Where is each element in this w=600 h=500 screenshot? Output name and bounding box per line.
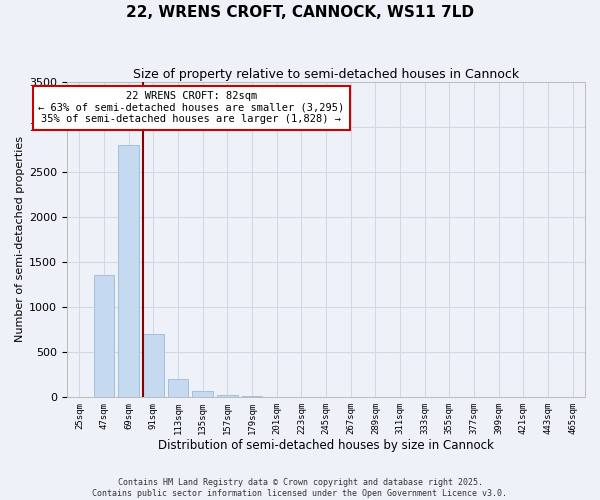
Bar — [94, 276, 115, 397]
Text: Contains HM Land Registry data © Crown copyright and database right 2025.
Contai: Contains HM Land Registry data © Crown c… — [92, 478, 508, 498]
Bar — [192, 392, 213, 397]
Text: 22 WRENS CROFT: 82sqm
← 63% of semi-detached houses are smaller (3,295)
35% of s: 22 WRENS CROFT: 82sqm ← 63% of semi-deta… — [38, 91, 344, 124]
Bar — [242, 396, 262, 397]
Bar — [118, 144, 139, 397]
Bar — [143, 334, 164, 397]
Text: 22, WRENS CROFT, CANNOCK, WS11 7LD: 22, WRENS CROFT, CANNOCK, WS11 7LD — [126, 5, 474, 20]
Title: Size of property relative to semi-detached houses in Cannock: Size of property relative to semi-detach… — [133, 68, 519, 80]
Bar — [167, 379, 188, 397]
X-axis label: Distribution of semi-detached houses by size in Cannock: Distribution of semi-detached houses by … — [158, 440, 494, 452]
Bar — [217, 395, 238, 397]
Y-axis label: Number of semi-detached properties: Number of semi-detached properties — [15, 136, 25, 342]
